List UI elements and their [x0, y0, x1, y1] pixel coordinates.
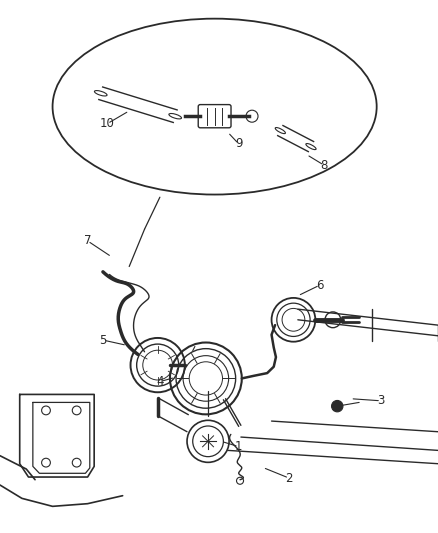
Circle shape — [332, 400, 343, 412]
Text: 7: 7 — [84, 235, 92, 247]
Text: 10: 10 — [100, 117, 115, 130]
Circle shape — [325, 312, 341, 328]
Text: 6: 6 — [316, 279, 324, 292]
Text: 4: 4 — [156, 375, 164, 388]
Text: 1: 1 — [235, 440, 243, 453]
Text: 2: 2 — [285, 472, 293, 484]
Text: 8: 8 — [321, 159, 328, 172]
Text: 3: 3 — [378, 394, 385, 407]
Text: 9: 9 — [235, 138, 243, 150]
Text: 5: 5 — [99, 334, 106, 346]
